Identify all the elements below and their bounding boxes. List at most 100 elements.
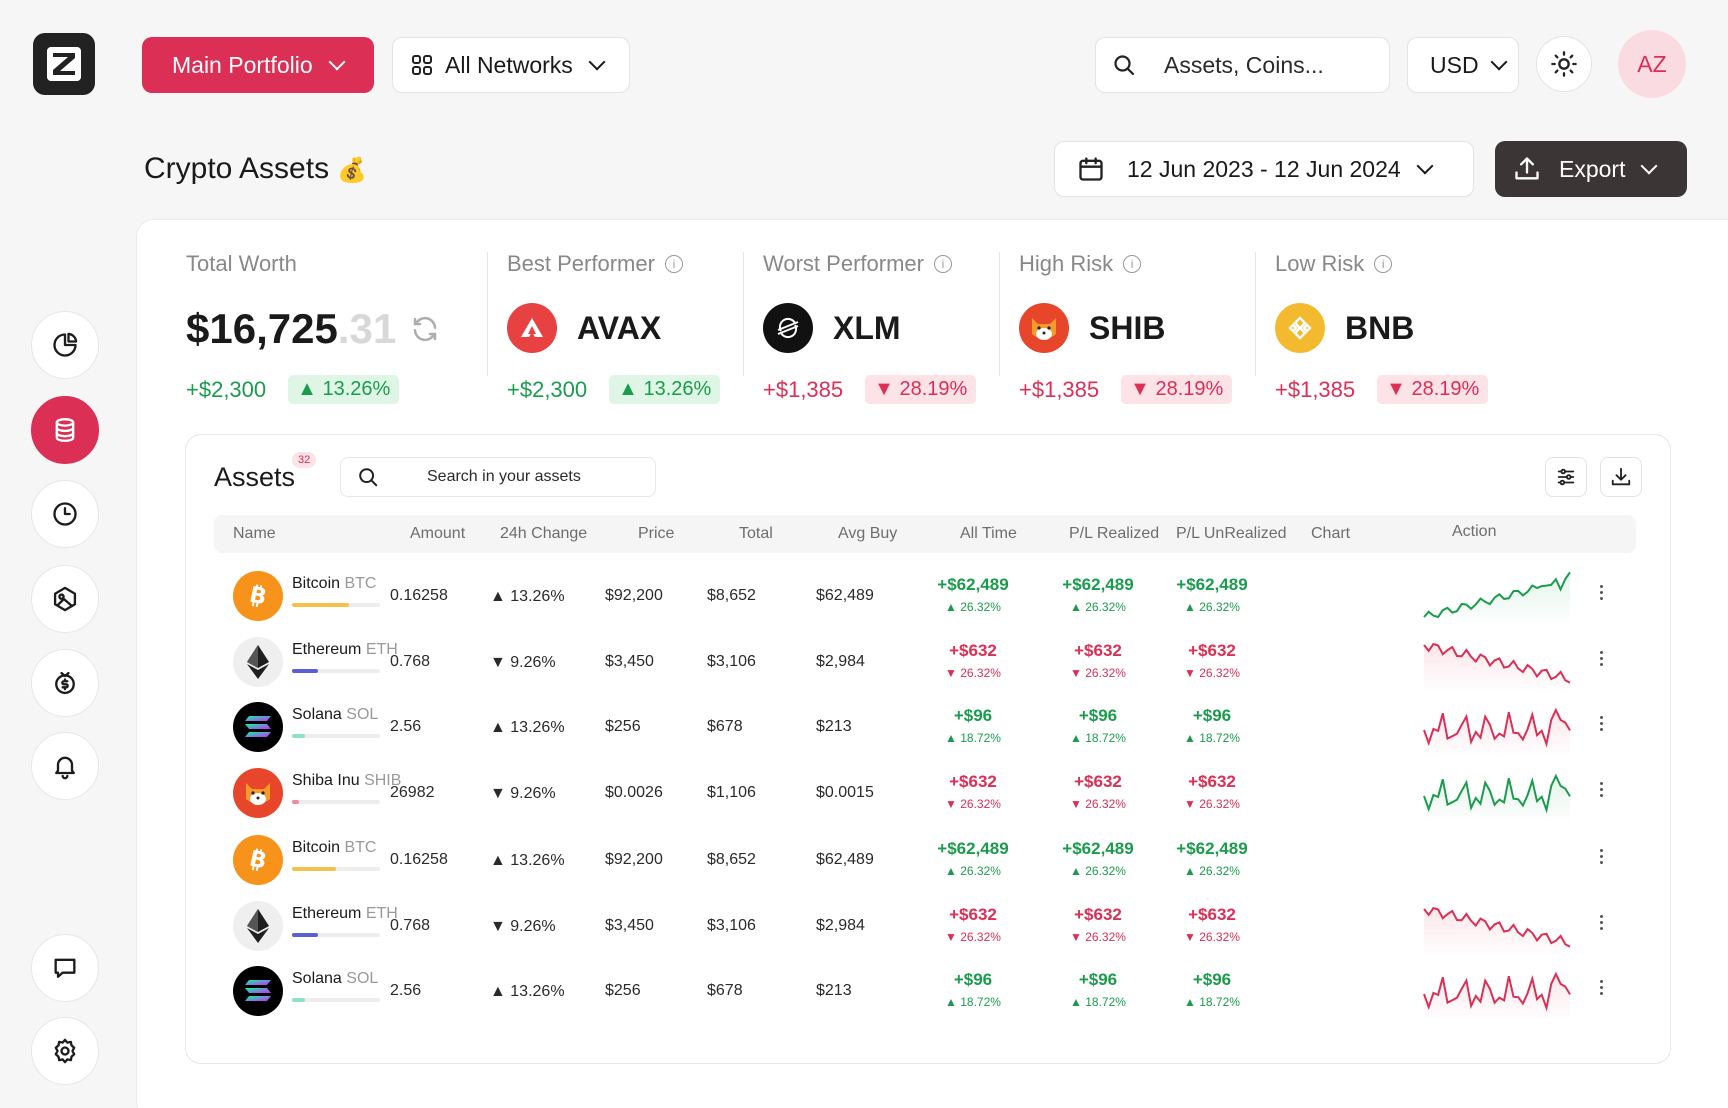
pl-unrealized: +$62,489 ▲ 26.32% [1157,839,1267,878]
table-row[interactable]: Shiba Inu SHIB 26982 ▼ 9.26% $0.0026 $1,… [214,760,1636,826]
sidebar-item-alerts[interactable] [31,732,99,800]
sparkline-chart[interactable] [1422,895,1572,957]
sparkline-chart[interactable] [1422,696,1572,758]
info-icon[interactable]: i [1123,255,1142,273]
best-change: +$2,300 [507,376,588,402]
download-button[interactable] [1600,457,1642,497]
coin-name[interactable]: Solana SOL [292,970,378,988]
holding-bar-fill [292,867,336,871]
assets-search-input[interactable]: Search in your assets [340,457,656,497]
pl-realized: +$632 ▼ 26.32% [1043,641,1153,680]
holding-bar-fill [292,603,350,607]
row-actions-menu-icon[interactable] [1600,651,1606,669]
pl-value: +$632 [949,772,997,791]
global-search-placeholder: Assets, Coins... [1164,51,1324,78]
row-actions-menu-icon[interactable] [1600,716,1606,734]
currency-dropdown[interactable]: USD [1407,37,1519,93]
coin-name[interactable]: Bitcoin BTC [292,575,376,593]
pl-unrealized: +$632 ▼ 26.32% [1157,905,1267,944]
pl-percent: ▲ 26.32% [945,864,1001,878]
assets-table-header: Name Amount 24h Change Price Total Avg B… [214,515,1636,553]
sparkline-chart[interactable] [1422,565,1572,627]
col-amount[interactable]: Amount [410,525,466,542]
table-row[interactable]: Solana SOL 2.56 ▲ 13.26% $256 $678 $213 … [214,694,1636,760]
col-pl-unrealized[interactable]: P/L UnRealized [1176,525,1287,542]
pl-percent: ▲ 26.32% [1070,864,1126,878]
row-actions-menu-icon[interactable] [1600,782,1606,800]
col-avg-buy[interactable]: Avg Buy [838,525,898,542]
info-icon[interactable]: i [1374,255,1393,273]
info-icon[interactable]: i [933,255,952,273]
sparkline-chart[interactable] [1422,960,1572,1022]
col-price[interactable]: Price [638,525,675,542]
pl-value: +$632 [1188,772,1236,791]
theme-toggle-button[interactable] [1536,36,1592,92]
divider [999,252,1000,376]
export-button[interactable]: Export [1495,141,1687,197]
pl-value: +$632 [949,641,997,660]
refresh-icon[interactable] [410,314,440,344]
user-avatar[interactable]: AZ [1618,30,1686,98]
solana-logo-icon [233,966,283,1016]
best-symbol: AVAX [577,309,662,346]
avg-buy: $2,984 [816,917,865,934]
pl-percent: ▲ 26.32% [1184,600,1240,614]
amount: 0.16258 [390,851,448,868]
table-row[interactable]: B Bitcoin BTC 0.16258 ▲ 13.26% $92,200 $… [214,827,1636,893]
avg-buy: $2,984 [816,653,865,670]
money-bag-emoji: 💰 [337,157,368,184]
coin-name[interactable]: Shiba Inu SHIB [292,772,401,790]
holding-bar [292,867,380,871]
price: $256 [605,982,641,999]
sidebar-item-settings[interactable] [31,1017,99,1085]
row-actions-menu-icon[interactable] [1600,585,1606,603]
row-actions-menu-icon[interactable] [1600,849,1606,867]
price: $3,450 [605,917,654,934]
ethereum-logo-icon [233,637,283,687]
pl-value: +$62,489 [937,839,1009,858]
app-logo[interactable] [33,33,95,95]
coin-name[interactable]: Ethereum ETH [292,641,398,659]
sidebar-item-finance[interactable] [31,649,99,717]
table-row[interactable]: Solana SOL 2.56 ▲ 13.26% $256 $678 $213 … [214,958,1636,1024]
row-actions-menu-icon[interactable] [1600,980,1606,998]
col-24h-change[interactable]: 24h Change [500,525,588,542]
table-row[interactable]: Ethereum ETH 0.768 ▼ 9.26% $3,450 $3,106… [214,893,1636,959]
change-24h: ▼ 9.26% [490,654,556,671]
filter-button[interactable] [1545,457,1587,497]
coin-name[interactable]: Ethereum ETH [292,905,398,923]
coin-name[interactable]: Bitcoin BTC [292,839,376,857]
col-total[interactable]: Total [739,525,773,542]
networks-dropdown[interactable]: All Networks [392,37,630,93]
sidebar-item-history[interactable] [31,480,99,548]
sidebar-item-nft[interactable] [31,565,99,633]
sparkline-chart[interactable] [1422,762,1572,824]
pl-value: +$632 [1074,641,1122,660]
avg-buy: $213 [816,982,852,999]
col-name[interactable]: Name [233,525,276,542]
holding-bar [292,603,380,607]
divider [743,252,744,376]
sidebar-item-dashboard[interactable] [31,311,99,379]
pie-chart-icon [53,332,78,357]
table-row[interactable]: Ethereum ETH 0.768 ▼ 9.26% $3,450 $3,106… [214,629,1636,695]
col-all-time[interactable]: All Time [960,525,1017,542]
pl-realized: +$96 ▲ 18.72% [1043,970,1153,1009]
row-actions-menu-icon[interactable] [1600,915,1606,933]
coin-name[interactable]: Solana SOL [292,706,378,724]
portfolio-dropdown[interactable]: Main Portfolio [142,37,374,93]
avg-buy: $62,489 [816,851,874,868]
sparkline-chart[interactable] [1422,631,1572,693]
col-pl-realized[interactable]: P/L Realized [1069,525,1160,542]
pl-unrealized: +$96 ▲ 18.72% [1157,706,1267,745]
table-row[interactable]: B Bitcoin BTC 0.16258 ▲ 13.26% $92,200 $… [214,563,1636,629]
pl-value: +$62,489 [1062,575,1134,594]
total: $8,652 [707,587,756,604]
date-range-picker[interactable]: 12 Jun 2023 - 12 Jun 2024 [1054,141,1474,197]
sidebar-item-chat[interactable] [31,934,99,1002]
global-search-input[interactable]: Assets, Coins... [1095,37,1390,93]
download-icon [1611,467,1631,486]
sidebar-item-assets[interactable] [31,396,99,464]
shiba-inu-logo-icon [233,768,283,818]
info-icon[interactable]: i [664,255,683,273]
